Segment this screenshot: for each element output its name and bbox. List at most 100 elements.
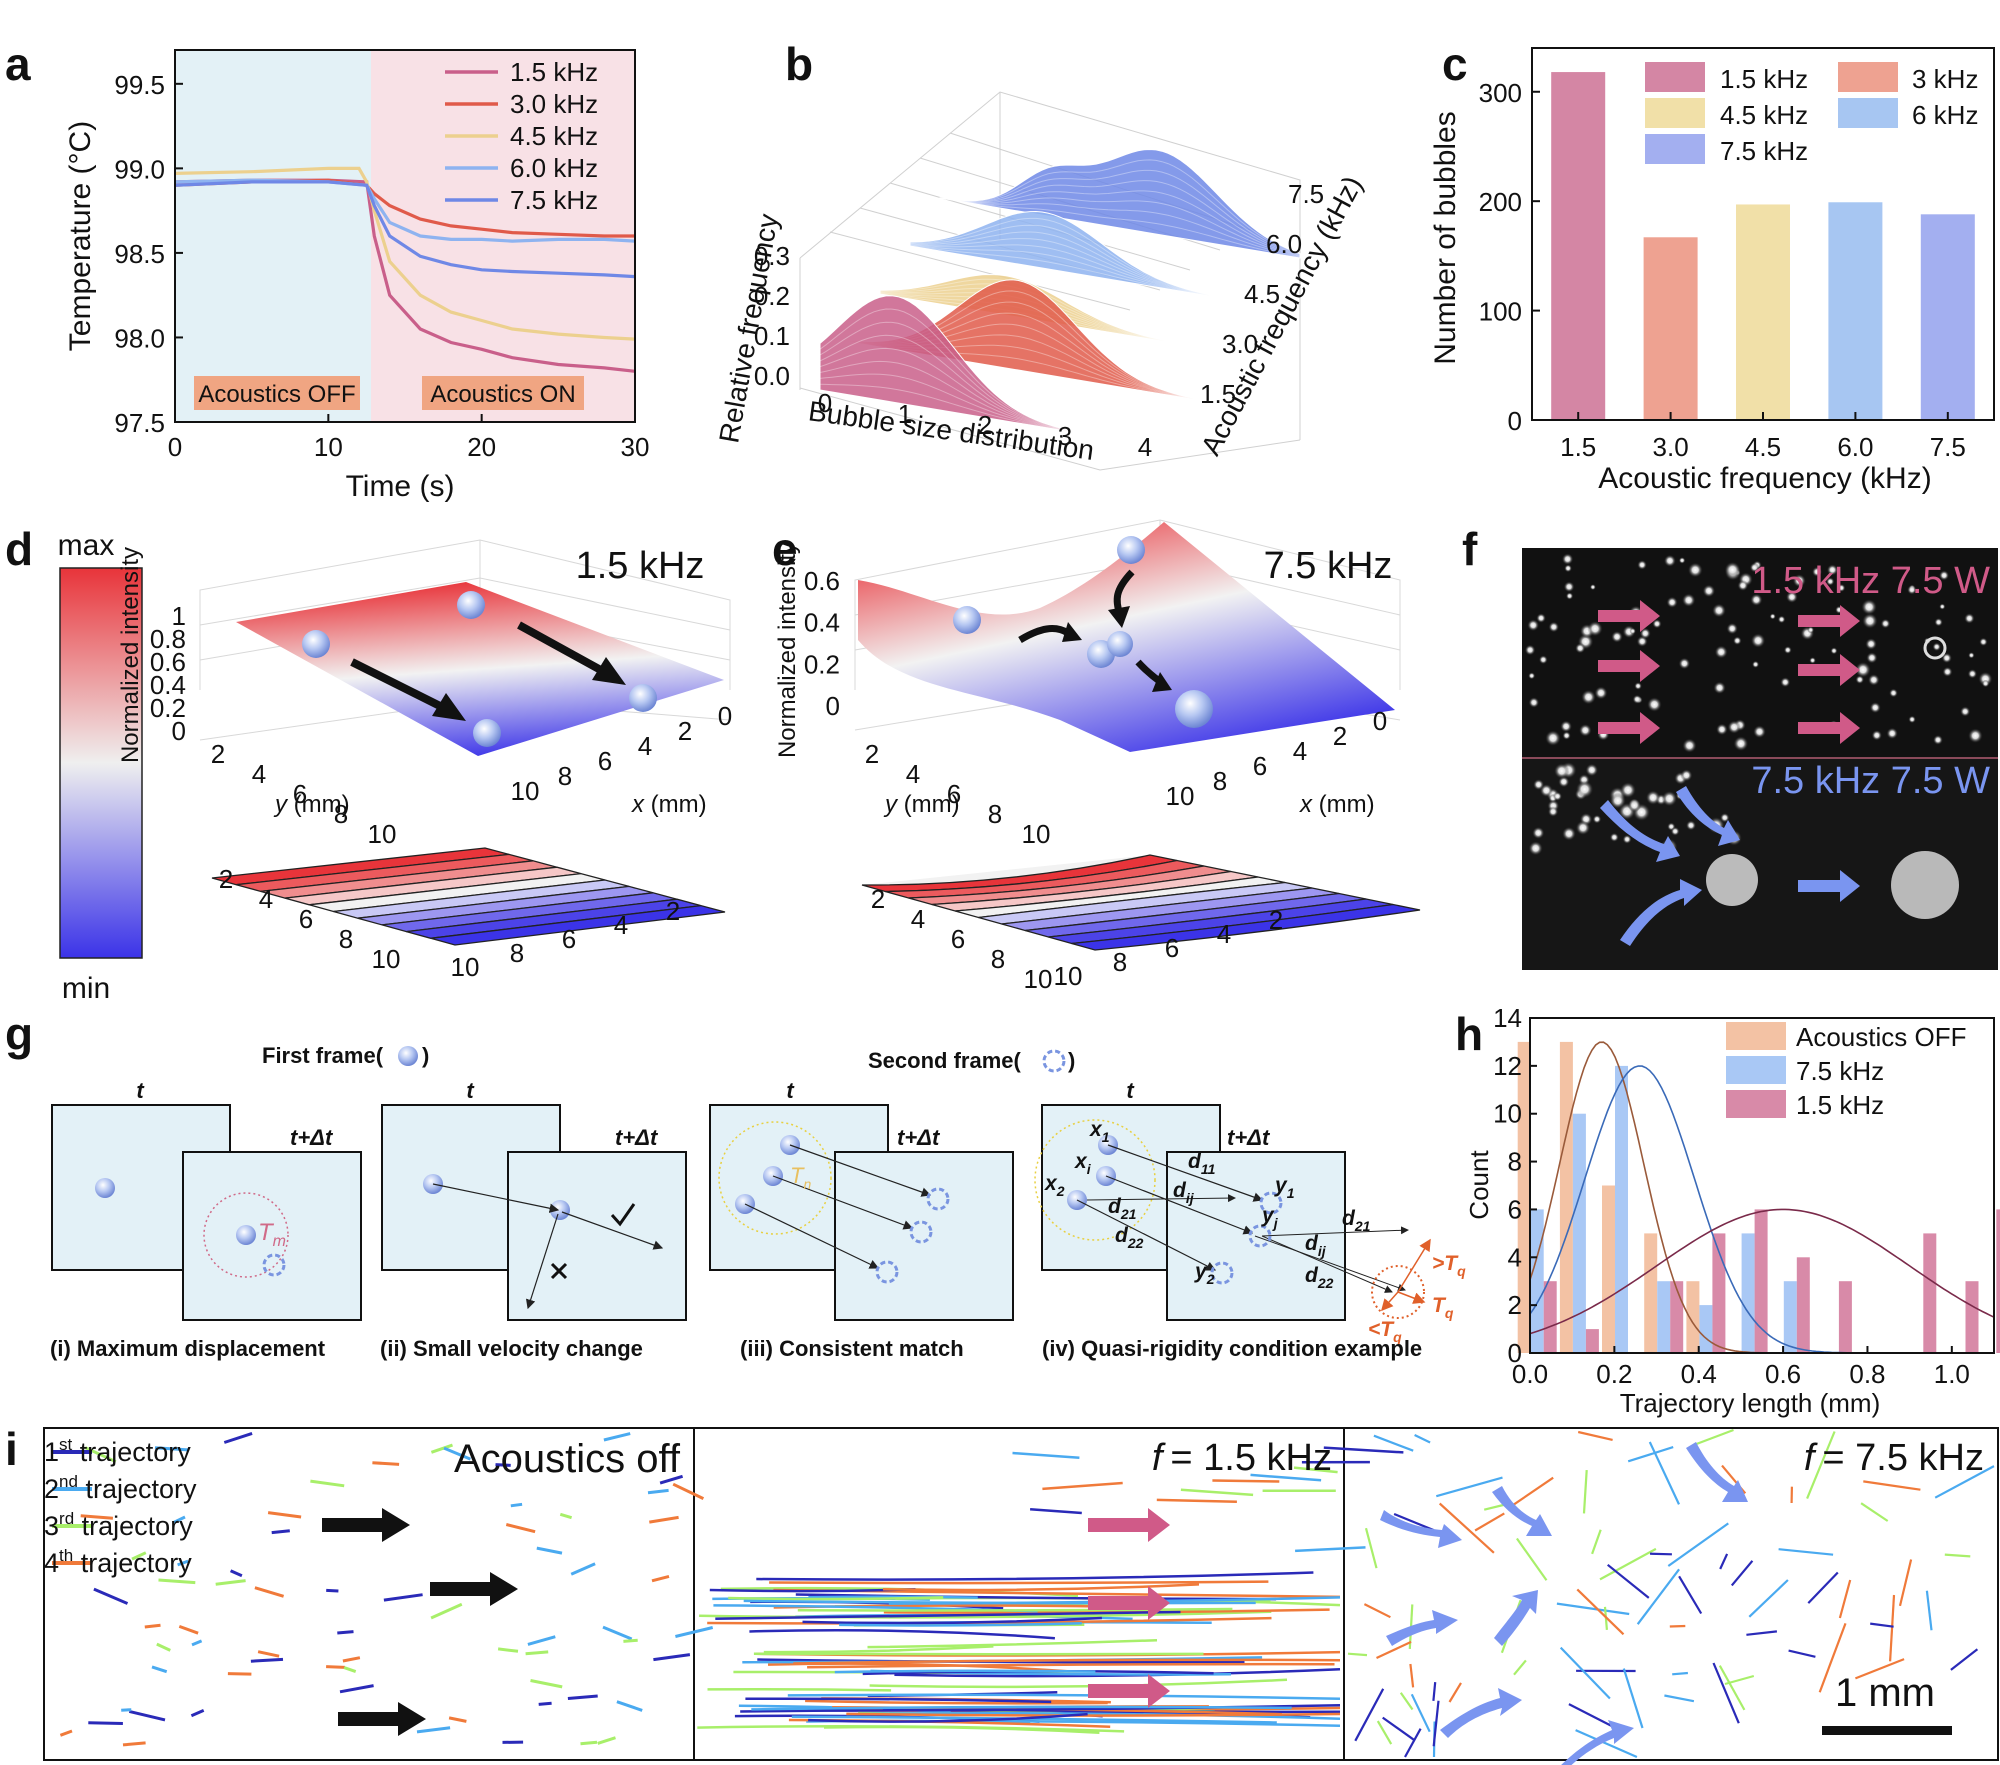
trajectory-panel-off (43, 1427, 695, 1761)
track (808, 1712, 1088, 1723)
track (1250, 1473, 1322, 1482)
track (538, 1701, 552, 1706)
micrograph-top-arrows (1598, 600, 1860, 744)
c-x-tick-label: 3.0 (1653, 432, 1689, 462)
track (158, 1578, 196, 1585)
track (1724, 1674, 1755, 1686)
Tm-sub: m (273, 1233, 286, 1250)
contour-x-tick-label: 2 (666, 896, 680, 926)
schematic-iii-t: t (786, 1078, 795, 1103)
traj-legend-sup: rd (59, 1509, 74, 1528)
track (122, 1741, 146, 1747)
micro-bubble (1528, 697, 1540, 708)
hist-bar-0-3 (1644, 1233, 1658, 1353)
track (1436, 1476, 1503, 1498)
traj-legend-sup: st (59, 1435, 73, 1454)
panel-h-ticks: 0.0 0.2 0.4 0.6 0.8 1.0 0 2 4 6 8 10 12 14 (1493, 1003, 1970, 1389)
track (430, 1602, 463, 1620)
panel-d-xlabel: x (mm) (631, 791, 707, 818)
track (559, 1512, 573, 1520)
y-tick-label: 99.5 (114, 70, 165, 100)
h-x-tick-label: 0.0 (1512, 1359, 1548, 1389)
micro-bubble (1862, 613, 1878, 629)
hist-bar-1-1 (1572, 1113, 1586, 1353)
track (1474, 1512, 1505, 1532)
micro-bubble (1871, 730, 1883, 741)
hist-bar-2-5 (1754, 1209, 1768, 1353)
track (1692, 1428, 1734, 1447)
hist-bar-0-1 (1559, 1041, 1573, 1353)
track (1559, 1646, 1611, 1700)
panel-d-xlabel-unit: (mm) (644, 791, 707, 818)
lbl-d21b-sub: 21 (1354, 1218, 1371, 1234)
micro-bubble (1589, 584, 1596, 591)
c-y-tick-label: 0 (1508, 406, 1522, 436)
micro-bubble (1587, 621, 1603, 637)
schematic-i: t t+Δt Tm (51, 1078, 362, 1321)
track (1599, 1547, 1657, 1581)
traj-legend-label-3: 4th trajectory (44, 1546, 192, 1578)
bubble (236, 1225, 256, 1245)
track (1678, 1575, 1703, 1615)
panel-d-xlabel-var: x (631, 791, 645, 818)
panel-d: d max min 1.5 kHz 00.20.40.60.8124681010… (5, 523, 732, 1005)
panel-d-arrows (350, 621, 626, 721)
track (1393, 1512, 1435, 1532)
x-tick-label: 20 (467, 432, 496, 462)
svg-text:<Tq: <Tq (1368, 1318, 1402, 1345)
schematic-iv-t: t (1126, 1078, 1135, 1103)
panel-e-xlabel-unit: (mm) (1312, 791, 1375, 818)
track (749, 1629, 1055, 1640)
contour-x-tick-label: 10 (451, 952, 480, 982)
track (527, 1635, 556, 1646)
micro-bubble (1647, 697, 1662, 712)
schematic-iv-tdt: t+Δt (1227, 1125, 1271, 1150)
micro-bubble (1687, 562, 1703, 578)
traj-legend-label-2: 3rd trajectory (44, 1509, 193, 1541)
legend-label-3: 3 kHz (1912, 64, 1978, 94)
micro-bubble (1562, 731, 1571, 740)
h-y-tick-label: 2 (1508, 1290, 1522, 1320)
track (173, 1515, 186, 1524)
track (271, 1529, 290, 1535)
bubble (473, 719, 501, 747)
track (651, 1574, 670, 1583)
track (1582, 1470, 1588, 1514)
b-x-tick-label: 0 (818, 388, 832, 418)
panel-d-zlabel: Normalized intensity (117, 547, 144, 763)
micro-bubble (1749, 562, 1760, 573)
first-frame-close: ) (422, 1043, 429, 1068)
track (570, 1562, 596, 1576)
bubble (1175, 690, 1213, 728)
micro-bubble (1777, 615, 1786, 624)
panel-a-frame (174, 49, 636, 423)
track (623, 1638, 638, 1643)
track (1483, 1503, 1506, 1511)
bar-4.5 (1736, 204, 1790, 420)
track (59, 1729, 73, 1737)
panel-b-label: b (785, 38, 813, 90)
micro-bubble (1622, 834, 1632, 844)
micro-bubble (1678, 657, 1691, 670)
y-tick-label: 10 (368, 819, 397, 849)
traj-legend-num: 4 (44, 1548, 59, 1578)
trajectory-arrows-1p5 (1088, 1508, 1170, 1708)
x-tick-label: 0 (718, 701, 732, 731)
lbl-ltTq-sub: q (1393, 1329, 1402, 1345)
track (1448, 1682, 1462, 1703)
ridge-1.5 (819, 295, 1181, 451)
track (1432, 1700, 1440, 1747)
micro-bubble (1527, 619, 1540, 632)
track (151, 1665, 168, 1674)
schematic-i-tdt: t+Δt (290, 1125, 334, 1150)
micro-bubble (1564, 564, 1572, 573)
hist-bar-2-9 (1923, 1233, 1937, 1353)
track (1838, 1579, 1852, 1619)
micro-bubble (1686, 820, 1696, 831)
track (156, 1642, 171, 1652)
panel-e-ylabel-unit: (mm) (897, 791, 960, 818)
